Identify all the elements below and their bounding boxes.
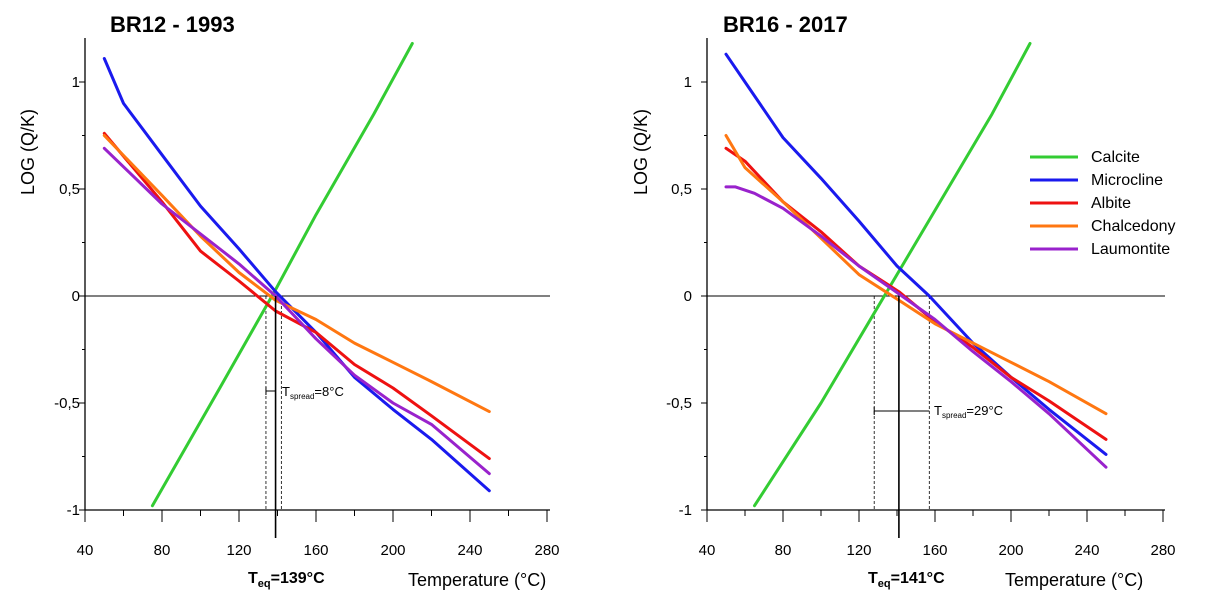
series-line-laumontite (102, 146, 491, 476)
x-axis-label: Temperature (°C) (408, 570, 546, 590)
teq-subscript: eq (878, 578, 891, 590)
series-line-laumontite (724, 185, 1108, 469)
series-line-albite (102, 131, 491, 461)
x-tick-label: 120 (226, 542, 251, 559)
y-tick-label: 0 (72, 288, 80, 305)
teq-subscript: eq (258, 578, 271, 590)
legend-label: Microcline (1091, 172, 1163, 189)
y-tick-label: -1 (679, 502, 692, 519)
teq-value: =139°C (271, 570, 325, 587)
series-line-chalcedony (724, 134, 1108, 416)
chart-br12: BR12 - 1993 LOG (Q/K) Temperature (°C) 1… (18, 12, 560, 590)
y-tick-label: 1 (72, 74, 80, 91)
teq-label: Teq=139°C (248, 570, 325, 590)
x-tick-label: 200 (380, 542, 405, 559)
series-line-calcite (753, 42, 1032, 508)
legend-label: Calcite (1091, 149, 1140, 166)
axes (79, 38, 550, 522)
teq-label: Teq=141°C (868, 570, 945, 590)
x-tick-label: 160 (922, 542, 947, 559)
legend-label: Albite (1091, 195, 1131, 212)
tspread-subscript: spread (290, 392, 314, 401)
y-tick-label: 0 (684, 288, 692, 305)
y-tick-label: 1 (684, 74, 692, 91)
y-tick-label: -1 (67, 502, 80, 519)
tspread-value: =29°C (966, 403, 1003, 418)
x-tick-label: 120 (846, 542, 871, 559)
legend-label: Laumontite (1091, 241, 1170, 258)
y-tick-label: -0,5 (54, 395, 80, 412)
tspread-label: Tspread=8°C (282, 384, 344, 401)
series-line-chalcedony (102, 134, 491, 414)
series-line-albite (724, 146, 1108, 441)
tspread-subscript: spread (942, 411, 966, 420)
x-tick-label: 40 (77, 542, 94, 559)
series-line-calcite (150, 42, 414, 508)
chart-title: BR12 - 1993 (110, 12, 235, 37)
x-tick-label: 240 (1074, 542, 1099, 559)
x-tick-label: 40 (699, 542, 716, 559)
x-tick-label: 280 (1150, 542, 1175, 559)
x-axis-label: Temperature (°C) (1005, 570, 1143, 590)
y-tick-label: 0,5 (59, 181, 80, 198)
legend-label: Chalcedony (1091, 218, 1176, 235)
y-tick-label: -0,5 (666, 395, 692, 412)
chart-title: BR16 - 2017 (723, 12, 848, 37)
x-tick-label: 160 (303, 542, 328, 559)
y-tick-label: 0,5 (671, 181, 692, 198)
series-line-microcline (102, 57, 491, 493)
x-tick-label: 80 (154, 542, 171, 559)
chart-br16: BR16 - 2017 LOG (Q/K) Temperature (°C) 1… (631, 12, 1176, 590)
x-tick-label: 200 (998, 542, 1023, 559)
tspread-value: =8°C (314, 384, 343, 399)
axes (701, 38, 1165, 522)
x-tick-label: 80 (775, 542, 792, 559)
tspread-label: Tspread=29°C (934, 403, 1003, 420)
y-axis-label: LOG (Q/K) (18, 109, 38, 195)
x-tick-label: 240 (457, 542, 482, 559)
y-axis-label: LOG (Q/K) (631, 109, 651, 195)
teq-value: =141°C (891, 570, 945, 587)
series-line-microcline (724, 52, 1108, 456)
x-tick-label: 280 (534, 542, 559, 559)
